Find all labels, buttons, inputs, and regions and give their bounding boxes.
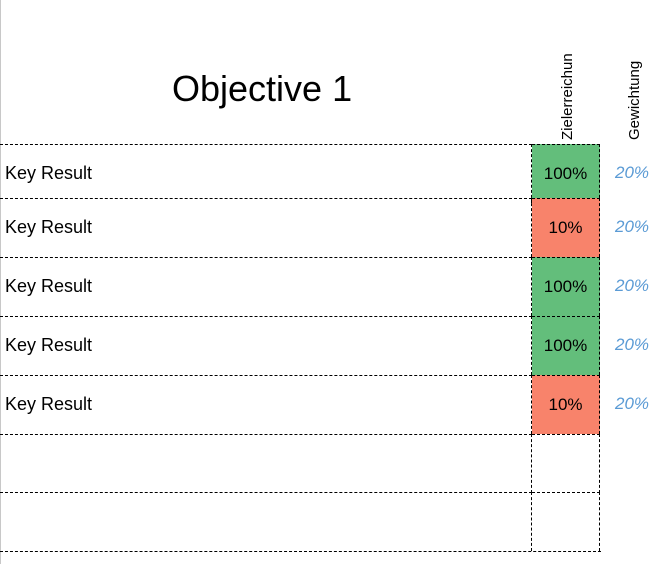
weighting-cell[interactable] [600,434,664,493]
goal-achievement-cell[interactable]: 10% [532,375,600,434]
objective-title[interactable]: Objective 1 [172,68,353,109]
key-result-cell[interactable] [0,492,532,551]
key-result-cell[interactable] [0,434,532,493]
goal-achievement-cell[interactable]: 10% [532,198,600,257]
table-row: Key Result 10% 20% [0,198,649,257]
goal-achievement-cell[interactable]: 100% [532,144,600,203]
weighting-cell[interactable]: 20% [614,335,650,354]
goal-achievement-cell[interactable]: 100% [532,316,600,375]
key-result-cell[interactable]: Key Result [0,316,532,375]
weighting-cell[interactable]: 20% [614,163,650,182]
table-row: Key Result 100% 20% [0,257,649,316]
weighting-cell[interactable]: 20% [614,217,650,236]
weighting-header[interactable]: Gewichtung [626,60,643,140]
key-result-cell[interactable]: Key Result [0,144,532,203]
sheet-left-border [0,0,1,564]
key-result-cell[interactable]: Key Result [0,198,532,257]
table-row [0,492,600,551]
table-bottom-border [0,551,601,552]
table-row: Key Result 10% 20% [0,375,649,434]
table-row [0,434,600,493]
goal-achievement-header[interactable]: Zielerreichun [559,53,576,140]
table-row: Key Result 100% 20% [0,316,649,375]
weighting-cell[interactable] [600,492,664,551]
table-row: Key Result 100% 20% [0,144,649,203]
goal-achievement-cell[interactable]: 100% [532,257,600,316]
goal-achievement-cell[interactable] [532,434,600,493]
key-result-cell[interactable]: Key Result [0,375,532,434]
weighting-cell[interactable]: 20% [614,394,650,413]
goal-achievement-cell[interactable] [532,492,600,551]
weighting-cell[interactable]: 20% [614,276,650,295]
key-result-cell[interactable]: Key Result [0,257,532,316]
